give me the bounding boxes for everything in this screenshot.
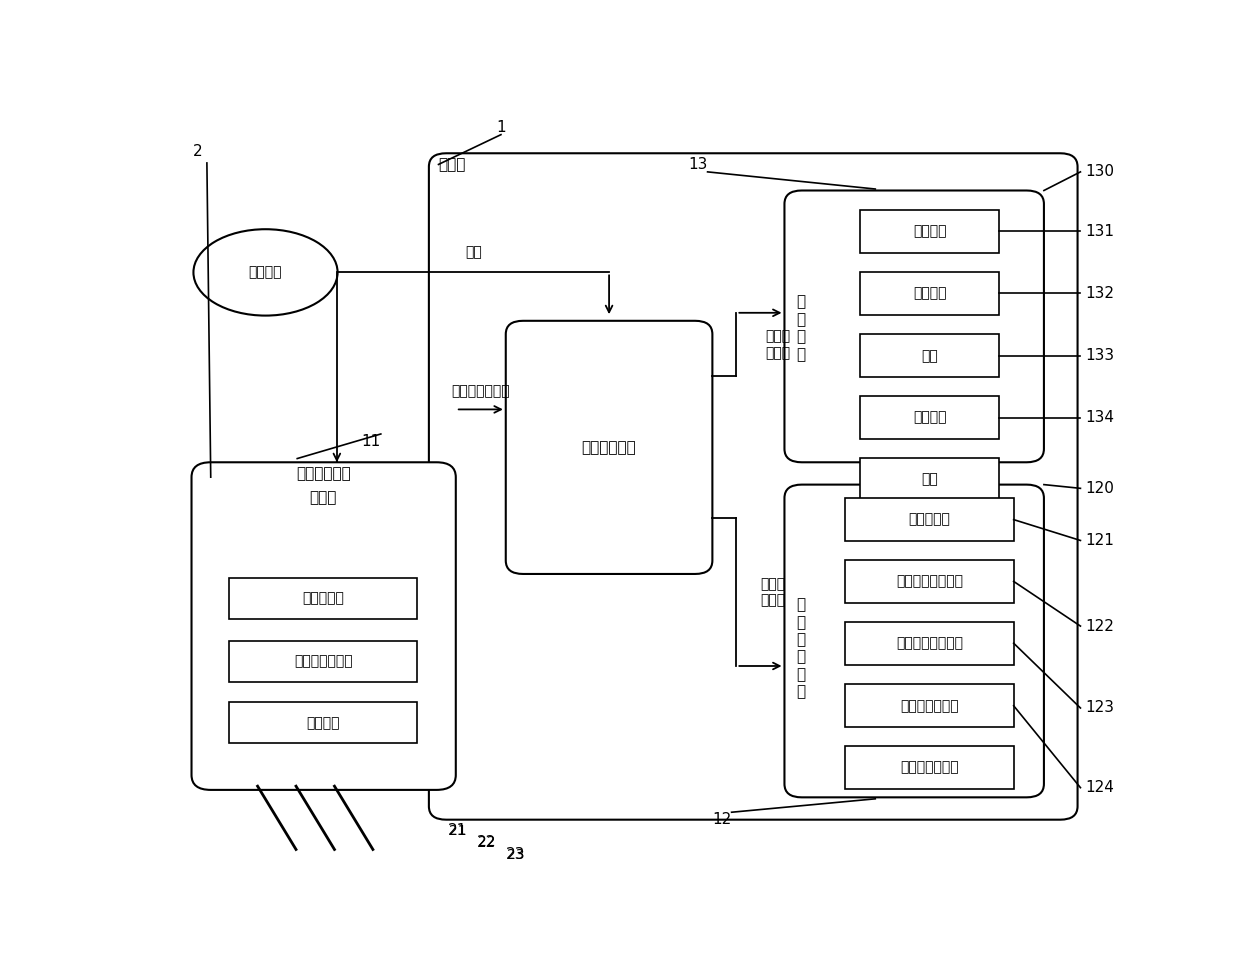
Text: 22: 22 — [477, 835, 495, 849]
Text: 命令、数据交互: 命令、数据交互 — [451, 384, 510, 398]
Bar — [859, 272, 999, 315]
FancyBboxPatch shape — [506, 321, 712, 574]
Bar — [229, 640, 417, 682]
FancyBboxPatch shape — [785, 190, 1044, 462]
Text: 虚拟寄存器列表值: 虚拟寄存器列表值 — [897, 636, 963, 650]
Text: 134: 134 — [1085, 410, 1115, 425]
Text: 脚本程序: 脚本程序 — [249, 265, 283, 279]
Text: 11: 11 — [362, 434, 381, 449]
Bar — [846, 622, 1013, 664]
Text: 120: 120 — [1085, 481, 1114, 496]
Text: 源脚本程序: 源脚本程序 — [909, 513, 951, 527]
Text: 21: 21 — [449, 824, 466, 837]
Text: 全速运行: 全速运行 — [913, 286, 946, 300]
Bar — [859, 335, 999, 377]
Bar — [859, 457, 999, 501]
Text: 界
面
显
示
模
块: 界 面 显 示 模 块 — [796, 598, 805, 699]
Text: 23: 23 — [507, 848, 525, 862]
Text: 编译后的脚本程序: 编译后的脚本程序 — [897, 574, 963, 588]
Text: 载入: 载入 — [465, 245, 481, 259]
Bar — [229, 578, 417, 619]
Text: 123: 123 — [1085, 700, 1115, 716]
Text: 12: 12 — [712, 812, 732, 827]
Bar — [846, 498, 1013, 542]
Text: 单步运行: 单步运行 — [913, 224, 946, 239]
Text: 1: 1 — [496, 120, 506, 134]
Text: 22: 22 — [477, 835, 496, 850]
Bar — [859, 210, 999, 253]
Text: 虚拟内存变量值: 虚拟内存变量值 — [900, 699, 959, 713]
FancyBboxPatch shape — [785, 484, 1044, 798]
Text: 虚拟处理器: 虚拟处理器 — [303, 592, 345, 605]
Text: 停止: 停止 — [921, 349, 937, 363]
Text: 2: 2 — [192, 144, 202, 160]
Text: 131: 131 — [1085, 224, 1115, 239]
Text: 122: 122 — [1085, 619, 1114, 633]
Ellipse shape — [193, 229, 337, 315]
FancyBboxPatch shape — [429, 153, 1078, 820]
Text: 121: 121 — [1085, 533, 1114, 548]
Bar — [846, 685, 1013, 727]
FancyBboxPatch shape — [191, 462, 456, 790]
Bar — [846, 746, 1013, 789]
Text: 13: 13 — [688, 157, 708, 172]
Text: 虚拟寄存器列表: 虚拟寄存器列表 — [294, 654, 352, 668]
Text: 内存变量值修改: 内存变量值修改 — [900, 761, 959, 775]
Text: 虚拟内存: 虚拟内存 — [306, 716, 340, 730]
Text: 接收显
示数据: 接收显 示数据 — [760, 577, 786, 607]
Text: 133: 133 — [1085, 348, 1115, 364]
Text: 发送控
制指令: 发送控 制指令 — [765, 330, 790, 360]
Text: 调试器: 调试器 — [439, 157, 466, 172]
Text: 132: 132 — [1085, 286, 1115, 301]
Text: 电池检测设备: 电池检测设备 — [296, 466, 351, 481]
Text: 130: 130 — [1085, 164, 1115, 180]
Text: 复位: 复位 — [921, 473, 937, 486]
Text: 23: 23 — [506, 847, 525, 863]
Text: 网络通信模块: 网络通信模块 — [582, 440, 636, 454]
Text: 操
作
模
块: 操 作 模 块 — [796, 295, 805, 362]
Text: 21: 21 — [448, 823, 467, 838]
Bar — [846, 560, 1013, 603]
Text: 添加断点: 添加断点 — [913, 411, 946, 425]
Text: 124: 124 — [1085, 780, 1114, 795]
Bar — [229, 702, 417, 744]
Bar — [859, 396, 999, 439]
Text: 虚拟机: 虚拟机 — [310, 490, 337, 506]
